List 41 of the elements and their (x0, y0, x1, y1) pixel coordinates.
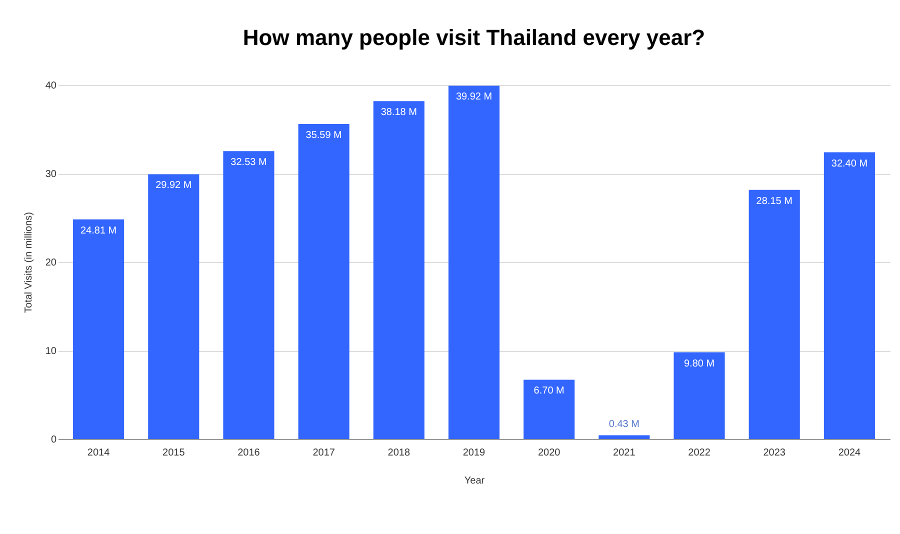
x-tick-label: 2016 (238, 448, 260, 458)
bar (148, 174, 200, 439)
y-tick-label: 0 (50, 434, 57, 446)
data-label: 28.15 M (756, 196, 792, 207)
data-label: 32.40 M (831, 158, 868, 170)
x-tick-label: 2022 (688, 448, 711, 458)
x-tick-label: 2018 (388, 448, 410, 458)
y-tick-label: 20 (45, 258, 57, 268)
x-tick-label: 2015 (162, 448, 186, 458)
x-tick-label: 2024 (838, 448, 862, 458)
bar (298, 124, 350, 439)
data-label: 6.70 M (534, 386, 564, 397)
y-tick-label: 30 (45, 169, 57, 180)
x-tick-label: 2020 (538, 448, 561, 458)
x-tick-label: 2014 (87, 448, 110, 458)
x-tick-label: 2021 (613, 448, 636, 458)
data-label: 39.92 M (456, 92, 492, 103)
data-label: 29.92 M (156, 180, 192, 192)
data-label: 38.18 M (380, 107, 417, 118)
y-tick-label: 10 (45, 346, 57, 357)
bar (524, 380, 575, 439)
x-tick-label: 2023 (763, 448, 786, 458)
bar (73, 219, 124, 439)
data-label: 32.53 M (230, 157, 267, 168)
chart-title: How many people visit Thailand every year? (242, 25, 706, 50)
data-label: 35.59 M (306, 130, 342, 142)
x-tick-label: 2017 (312, 448, 336, 458)
bar (448, 86, 500, 439)
x-axis-title: Year (464, 476, 486, 486)
data-label: 9.80 M (684, 358, 715, 370)
bar (598, 435, 650, 439)
bar (373, 101, 424, 439)
y-axis-title: Total Visits (in millions) (23, 212, 34, 313)
data-label: 24.81 M (80, 225, 117, 236)
y-tick-label: 40 (45, 80, 57, 92)
bar (223, 151, 274, 439)
x-tick-label: 2019 (462, 448, 486, 458)
data-label: 0.43 M (608, 419, 640, 430)
bar (674, 352, 725, 439)
bar (824, 152, 875, 439)
bar (748, 190, 800, 439)
